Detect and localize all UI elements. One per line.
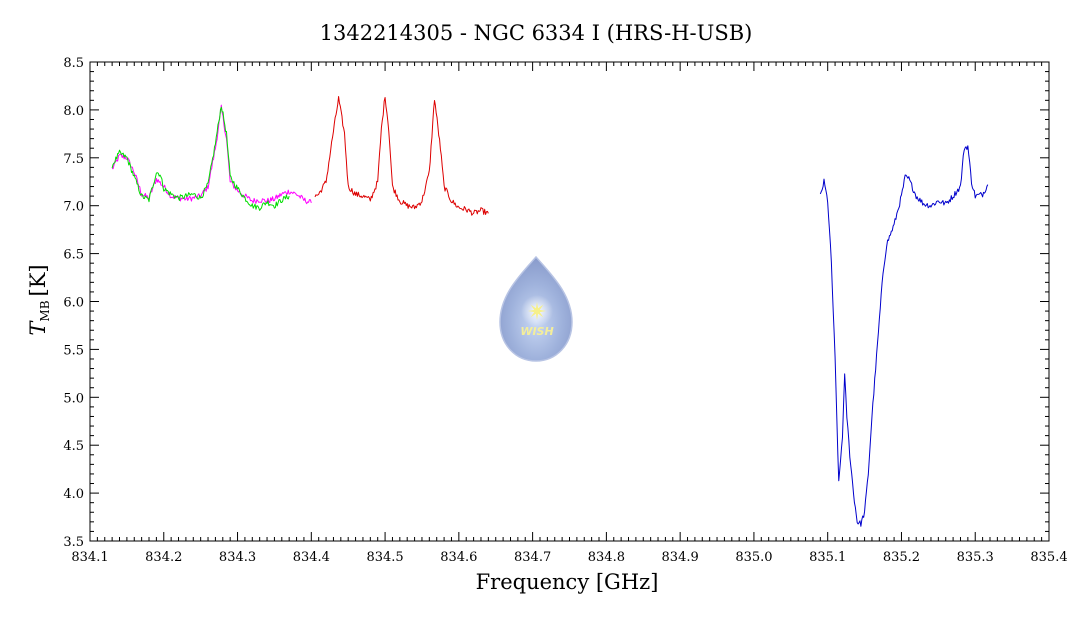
x-axis-label: Frequency [GHz] [476, 570, 659, 594]
y-axis-label-symbol: T [26, 320, 50, 336]
series-line-4 [819, 145, 989, 527]
y-axis-label: TMB [K] [26, 264, 52, 335]
wish-logo-text: WISH [520, 325, 553, 338]
series-line-1 [111, 104, 312, 205]
x-tick-label: 834.6 [440, 550, 477, 565]
y-tick-label: 5.5 [63, 343, 84, 358]
y-tick-label: 8.5 [63, 56, 84, 71]
x-tick-label: 835.0 [735, 550, 772, 565]
x-tick-label: 835.1 [809, 550, 846, 565]
chart-title: 1342214305 - NGC 6334 I (HRS-H-USB) [320, 21, 753, 45]
x-tick-label: 834.8 [588, 550, 625, 565]
x-tick-label: 834.1 [71, 550, 108, 565]
y-tick-label: 7.0 [63, 200, 84, 215]
y-axis-label-subscript: MB [38, 300, 52, 321]
series-line-3 [314, 96, 489, 216]
plot-area: 834.1 834.2 834.3 834.4 834.5 834.6 834.7 834.8… [63, 56, 1067, 565]
x-tick-label: 835.2 [883, 550, 920, 565]
y-tick-label: 4.5 [63, 439, 84, 454]
wish-star-icon [528, 302, 546, 320]
y-tick-label: 3.5 [63, 535, 84, 550]
x-tick-label: 834.7 [514, 550, 551, 565]
x-tick-label: 834.5 [366, 550, 403, 565]
plot-frame [89, 61, 1050, 542]
x-tick-label: 834.2 [145, 550, 182, 565]
y-axis-label-unit: [K] [26, 264, 50, 296]
y-tick-label: 5.0 [63, 391, 84, 406]
series-line-2 [111, 106, 290, 211]
x-tick-label: 835.4 [1030, 550, 1067, 565]
y-tick-label: 6.5 [63, 248, 84, 263]
y-tick-label: 7.5 [63, 152, 84, 167]
x-tick-label: 834.9 [662, 550, 699, 565]
y-tick-label: 4.0 [63, 487, 84, 502]
x-tick-label: 834.3 [219, 550, 256, 565]
x-tick-label: 834.4 [293, 550, 330, 565]
x-tick-label: 835.3 [957, 550, 994, 565]
wish-logo: WISH [499, 255, 573, 362]
y-tick-label: 6.0 [63, 296, 84, 311]
y-tick-label: 8.0 [63, 104, 84, 119]
